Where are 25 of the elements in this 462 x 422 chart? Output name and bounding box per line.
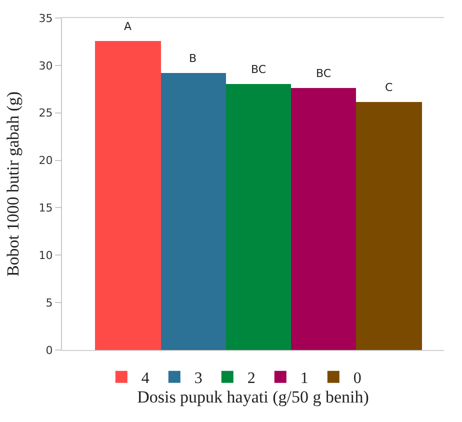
bar: [291, 88, 356, 350]
annotation: B: [189, 52, 197, 65]
legend-label: 0: [353, 370, 362, 388]
y-tick-label: 15: [38, 202, 53, 215]
y-tick-label: 25: [38, 106, 53, 120]
y-tick-label: 0: [46, 344, 53, 357]
annotation: C: [385, 81, 393, 94]
legend-label: 2: [247, 370, 256, 388]
bar: [161, 73, 226, 350]
y-tick-label: 10: [38, 248, 53, 262]
bar: [95, 41, 161, 350]
bar: [356, 102, 422, 350]
legend-label: 4: [141, 370, 150, 388]
annotation: BC: [251, 63, 266, 76]
annotation: A: [124, 20, 132, 33]
y-tick-label: 5: [46, 296, 53, 310]
x-axis-title: Dosis pupuk hayati (g/50 g benih): [137, 387, 369, 406]
y-axis-title: Bobot 1000 butir gabah (g): [3, 91, 22, 277]
legend-label: 1: [300, 370, 308, 388]
y-tick-label: 35: [38, 12, 53, 25]
annotation: BC: [316, 67, 332, 80]
legend-label: 3: [194, 370, 202, 388]
y-tick-label: 30: [38, 59, 53, 72]
y-tick-label: 20: [38, 154, 53, 168]
bar: [226, 84, 291, 350]
